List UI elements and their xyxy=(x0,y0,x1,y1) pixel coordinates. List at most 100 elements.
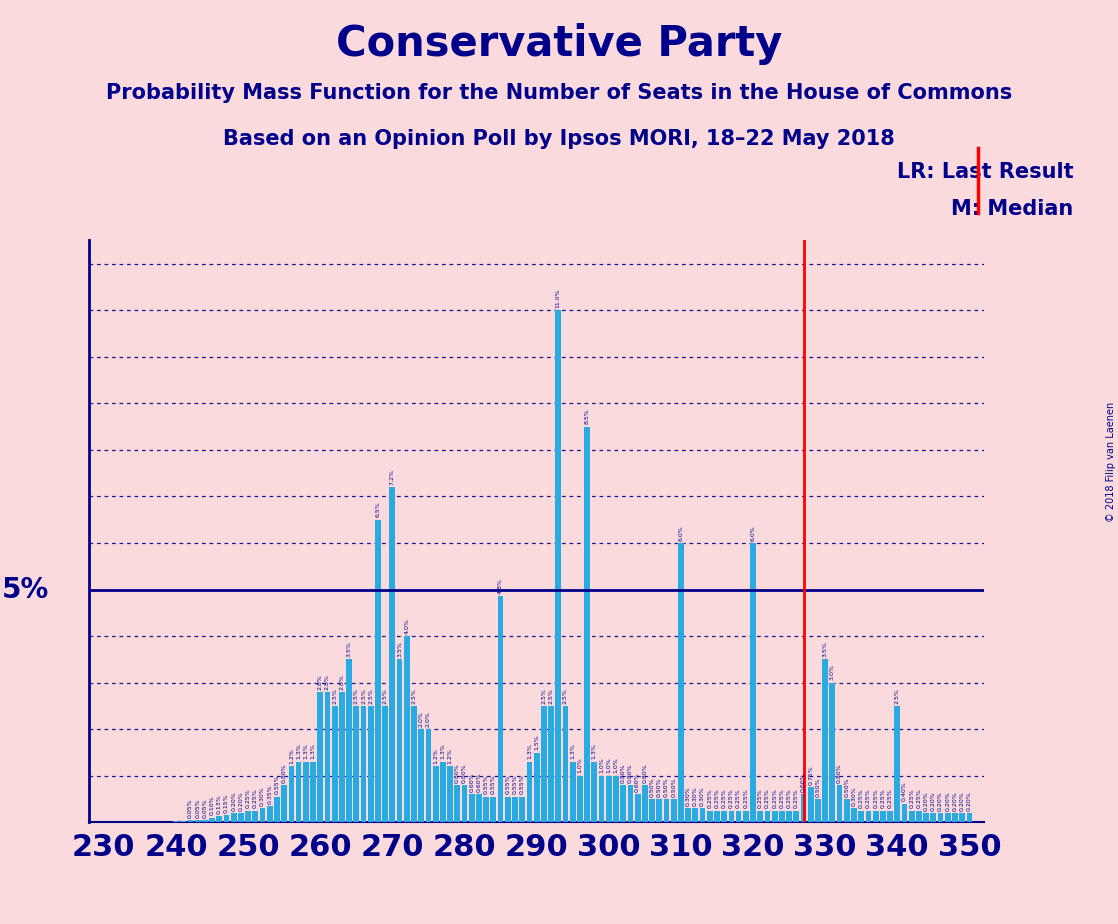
Text: LR: Last Result: LR: Last Result xyxy=(897,162,1073,182)
Text: 1.0%: 1.0% xyxy=(577,758,582,773)
Bar xyxy=(288,767,294,822)
Bar xyxy=(642,785,647,822)
Bar xyxy=(483,796,489,822)
Text: 0.80%: 0.80% xyxy=(282,763,286,783)
Bar xyxy=(880,810,885,822)
Text: 2.5%: 2.5% xyxy=(411,687,417,703)
Bar xyxy=(909,810,915,822)
Bar xyxy=(786,810,792,822)
Text: Based on an Opinion Poll by Ipsos MORI, 18–22 May 2018: Based on an Opinion Poll by Ipsos MORI, … xyxy=(224,129,894,150)
Bar xyxy=(253,810,258,822)
Text: 0.75%: 0.75% xyxy=(808,765,813,785)
Bar xyxy=(562,706,568,822)
Bar xyxy=(224,815,229,822)
Bar xyxy=(332,706,338,822)
Bar xyxy=(397,660,402,822)
Bar xyxy=(815,799,821,822)
Text: 2.5%: 2.5% xyxy=(368,687,373,703)
Text: 4.8%: 4.8% xyxy=(499,578,503,594)
Bar xyxy=(267,806,273,822)
Bar xyxy=(888,810,893,822)
Bar xyxy=(967,813,973,822)
Text: 2.0%: 2.0% xyxy=(426,711,430,727)
Bar xyxy=(830,683,835,822)
Text: 2.5%: 2.5% xyxy=(332,687,338,703)
Bar xyxy=(447,767,453,822)
Text: 0.20%: 0.20% xyxy=(967,791,972,810)
Text: 0.25%: 0.25% xyxy=(888,789,892,808)
Bar xyxy=(433,767,438,822)
Text: 0.20%: 0.20% xyxy=(938,791,944,810)
Bar xyxy=(556,310,561,822)
Bar xyxy=(527,761,532,822)
Text: 1.2%: 1.2% xyxy=(288,748,294,764)
Bar xyxy=(347,660,352,822)
Text: 7.2%: 7.2% xyxy=(390,468,395,485)
Bar xyxy=(209,818,215,822)
Bar xyxy=(930,813,936,822)
Bar xyxy=(700,808,705,822)
Text: 0.30%: 0.30% xyxy=(700,786,705,806)
Text: 0.15%: 0.15% xyxy=(224,794,229,813)
Bar xyxy=(353,706,359,822)
Text: © 2018 Filip van Laenen: © 2018 Filip van Laenen xyxy=(1106,402,1116,522)
Text: 0.60%: 0.60% xyxy=(800,772,806,792)
Bar xyxy=(491,796,496,822)
Bar xyxy=(324,692,330,822)
Text: 1.2%: 1.2% xyxy=(447,748,453,764)
Text: 0.80%: 0.80% xyxy=(462,763,467,783)
Text: 0.80%: 0.80% xyxy=(837,763,842,783)
Bar xyxy=(512,796,518,822)
Bar xyxy=(180,821,186,822)
Bar xyxy=(800,795,806,822)
Bar xyxy=(230,813,237,822)
Text: 2.5%: 2.5% xyxy=(353,687,359,703)
Text: 0.55%: 0.55% xyxy=(275,775,280,795)
Bar xyxy=(685,808,691,822)
Text: 5%: 5% xyxy=(2,576,49,603)
Text: 0.25%: 0.25% xyxy=(246,789,250,808)
Bar xyxy=(282,785,287,822)
Bar xyxy=(418,729,424,822)
Bar xyxy=(318,692,323,822)
Bar xyxy=(721,810,727,822)
Bar xyxy=(498,597,503,822)
Text: Conservative Party: Conservative Party xyxy=(335,23,783,65)
Text: 1.0%: 1.0% xyxy=(614,758,618,773)
Text: 0.10%: 0.10% xyxy=(209,796,215,815)
Bar xyxy=(462,785,467,822)
Text: 0.25%: 0.25% xyxy=(779,789,785,808)
Bar xyxy=(468,795,475,822)
Bar xyxy=(598,776,605,822)
Text: 0.80%: 0.80% xyxy=(643,763,647,783)
Bar xyxy=(757,810,764,822)
Bar xyxy=(173,821,179,822)
Text: 0.25%: 0.25% xyxy=(714,789,720,808)
Text: Probability Mass Function for the Number of Seats in the House of Commons: Probability Mass Function for the Number… xyxy=(106,83,1012,103)
Bar xyxy=(303,761,309,822)
Text: 1.2%: 1.2% xyxy=(433,748,438,764)
Bar xyxy=(533,752,540,822)
Bar xyxy=(520,796,525,822)
Bar xyxy=(729,810,735,822)
Text: 0.05%: 0.05% xyxy=(196,798,200,818)
Text: 0.60%: 0.60% xyxy=(476,772,482,792)
Bar xyxy=(916,810,922,822)
Text: 2.0%: 2.0% xyxy=(419,711,424,727)
Bar xyxy=(476,795,482,822)
Bar xyxy=(650,799,655,822)
Text: 0.20%: 0.20% xyxy=(946,791,950,810)
Text: 0.30%: 0.30% xyxy=(260,786,265,806)
Bar xyxy=(635,795,641,822)
Text: 0.40%: 0.40% xyxy=(902,782,907,801)
Text: 6.5%: 6.5% xyxy=(376,502,380,517)
Bar xyxy=(873,810,879,822)
Bar xyxy=(779,810,785,822)
Text: 2.5%: 2.5% xyxy=(382,687,388,703)
Bar xyxy=(836,785,843,822)
Bar xyxy=(664,799,670,822)
Bar xyxy=(953,813,958,822)
Text: 0.25%: 0.25% xyxy=(917,789,921,808)
Bar xyxy=(692,808,699,822)
Bar xyxy=(901,804,908,822)
